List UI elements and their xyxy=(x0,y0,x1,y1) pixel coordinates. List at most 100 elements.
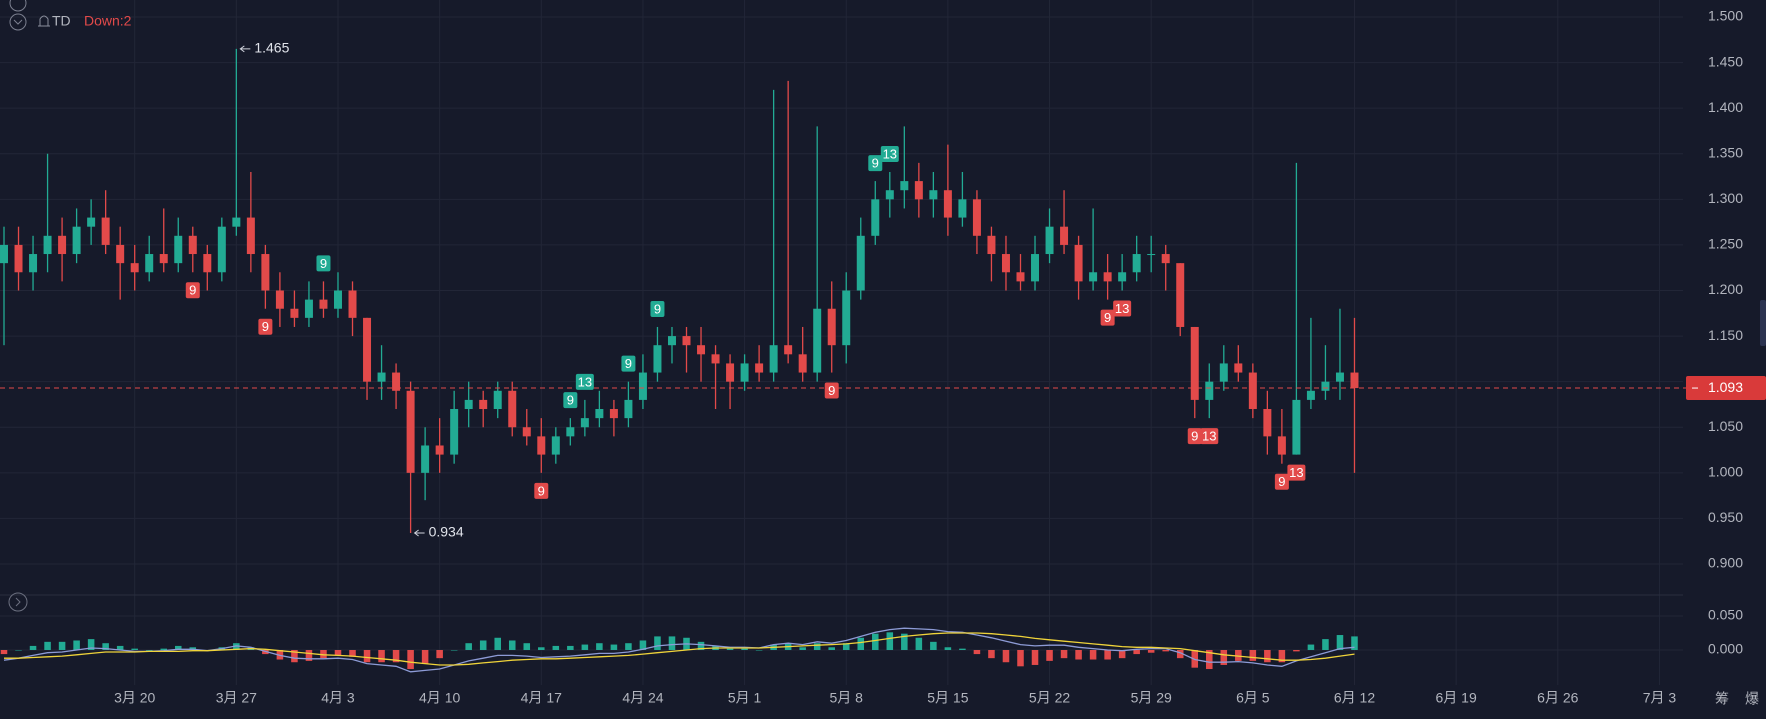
candle-body xyxy=(159,254,168,264)
settings-icon[interactable] xyxy=(9,0,27,12)
candle-body xyxy=(711,354,720,364)
candle-body xyxy=(493,390,502,410)
macd-bar xyxy=(436,650,443,659)
macd-bar xyxy=(610,644,618,650)
candle-body xyxy=(798,354,807,373)
macd-bar xyxy=(392,650,400,663)
y-tick-label: 1.000 xyxy=(1708,464,1743,480)
macd-bar xyxy=(1002,650,1010,663)
candle-body xyxy=(1292,399,1301,455)
td-label: 13 xyxy=(1202,429,1216,444)
macd-bar xyxy=(1278,650,1286,663)
candle-body xyxy=(624,399,633,419)
candle-body xyxy=(464,399,473,410)
macd-bar xyxy=(741,648,748,650)
td-mark xyxy=(1100,309,1115,326)
y-tick-label: 1.150 xyxy=(1708,327,1743,343)
candle-body xyxy=(1248,372,1257,410)
td-label: 9 xyxy=(567,393,574,408)
macd-bar xyxy=(625,643,632,650)
annotation-arrow xyxy=(413,529,425,537)
y-tick-label: 1.500 xyxy=(1708,8,1743,24)
td-mark xyxy=(1200,428,1219,445)
tool-button[interactable]: 爆 xyxy=(1745,691,1759,707)
x-tick-label: 3月 27 xyxy=(216,690,257,706)
candle-body xyxy=(1132,254,1141,273)
macd-bar xyxy=(1060,650,1068,659)
candle-body xyxy=(1074,244,1083,282)
candle-body xyxy=(1190,326,1199,400)
candle-body xyxy=(377,372,386,382)
td-label: 9 xyxy=(828,383,835,398)
macd-bar xyxy=(1133,650,1140,655)
y-tick-label: 1.050 xyxy=(1708,418,1743,434)
candle-body xyxy=(1219,363,1228,382)
macd-bar xyxy=(552,645,560,650)
candle-body xyxy=(1277,436,1286,455)
macd-bar xyxy=(291,650,298,663)
tool-button[interactable]: 筹 xyxy=(1715,691,1729,707)
candle-body xyxy=(667,336,676,346)
candle-body xyxy=(290,308,299,318)
macd-bar xyxy=(131,648,138,650)
candle-body xyxy=(827,308,836,346)
macd-bar xyxy=(1220,650,1228,665)
x-tick-label: 4月 24 xyxy=(622,690,663,706)
macd-bar xyxy=(567,645,574,650)
x-tick-label: 6月 26 xyxy=(1537,690,1578,706)
x-tick-label: 4月 17 xyxy=(521,690,562,706)
candle-body xyxy=(1234,363,1243,373)
bell-icon[interactable] xyxy=(38,15,50,27)
side-tab[interactable] xyxy=(1760,300,1766,346)
candle-body xyxy=(14,244,23,273)
candle-body xyxy=(885,190,894,200)
macd-bar xyxy=(1249,650,1257,661)
candle-body xyxy=(740,363,749,382)
macd-bar xyxy=(44,641,51,650)
candle-body xyxy=(1205,381,1214,400)
macd-bar xyxy=(1031,650,1039,665)
candle-body xyxy=(987,235,996,255)
macd-bar xyxy=(1336,635,1344,650)
macd-bar xyxy=(1264,650,1271,663)
candle-body xyxy=(1350,372,1359,389)
macd-bar xyxy=(1162,650,1169,652)
candle-body xyxy=(972,199,981,236)
macd-bar xyxy=(87,639,95,650)
candle-body xyxy=(1016,272,1025,282)
candle-body xyxy=(1176,263,1185,327)
td-label: 9 xyxy=(625,356,632,371)
collapse-icon[interactable] xyxy=(9,13,27,31)
macd-bar xyxy=(421,650,429,664)
candle-body xyxy=(1161,254,1170,264)
macd-bar xyxy=(857,637,865,650)
y-tick-label: 1.300 xyxy=(1708,190,1743,206)
candle-body xyxy=(174,235,183,264)
macd-bar xyxy=(799,647,806,650)
marks: 3月 20 3月 27 4月 3 4月 10 4月 17 4月 24 5月 1 5月 8 5月 … xyxy=(0,8,1766,706)
candle-body xyxy=(261,254,270,291)
candle-body xyxy=(203,254,212,273)
macd-bar xyxy=(1351,636,1358,650)
macd-bar xyxy=(668,636,676,650)
x-tick-label: 5月 15 xyxy=(927,690,968,706)
y-tick-label: 0.950 xyxy=(1708,509,1743,525)
candle-body xyxy=(1089,272,1098,282)
candle-body xyxy=(958,199,967,218)
macd-bar xyxy=(349,650,356,657)
macd-bar xyxy=(755,650,763,651)
macd-bar xyxy=(1293,650,1300,652)
macd-bar xyxy=(1017,650,1024,667)
candle-body xyxy=(1060,226,1069,245)
td-mark xyxy=(185,282,200,299)
candle-body xyxy=(769,345,778,373)
candle-body xyxy=(130,263,139,273)
candle-body xyxy=(406,390,415,473)
candle-body xyxy=(726,363,735,382)
macd-bar xyxy=(29,645,37,650)
td-label: 9 xyxy=(1278,474,1285,489)
pane-toggle[interactable] xyxy=(8,592,28,612)
macd-bar xyxy=(523,643,531,650)
macd-bar xyxy=(479,640,487,650)
